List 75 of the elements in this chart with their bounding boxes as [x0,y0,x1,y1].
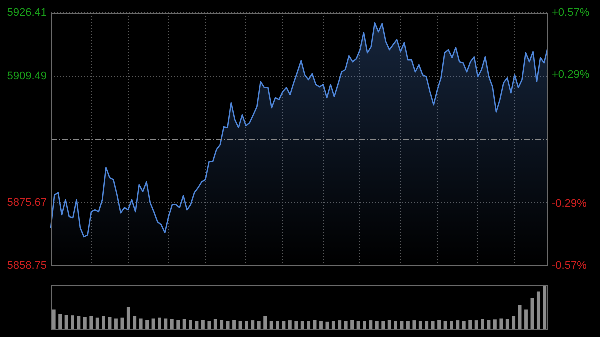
bar [406,321,410,330]
bar [524,310,528,330]
bar [388,320,392,330]
y2-tick-label: -0.57% [552,260,588,272]
bar [450,321,454,330]
bar [536,292,540,330]
bar [350,320,354,330]
bar [518,305,522,330]
bar [102,316,106,330]
bar [139,318,143,330]
bar [320,321,323,330]
bar [176,320,180,330]
bar [412,320,416,330]
bar [493,320,497,330]
bar [456,320,460,330]
bar [83,317,87,330]
bar [146,320,149,330]
bar [226,321,230,330]
bar [512,316,516,330]
bar [208,321,212,330]
bar [468,320,472,330]
bar [71,316,74,330]
bar [214,319,218,330]
bar [202,320,205,330]
bar [257,321,261,330]
bar [425,321,429,330]
bar [232,320,236,330]
bar [543,285,547,330]
bar [77,316,81,330]
y-tick-label: 5875.67 [7,196,47,209]
bar [506,319,510,330]
bar [164,318,168,330]
bar [264,316,268,330]
bar [382,321,386,330]
bar [300,321,304,330]
bar [294,321,298,330]
bar [158,318,162,330]
bar [438,320,441,330]
bar [189,320,192,330]
bar [52,310,56,330]
y-tick-label: 5858.75 [7,260,47,272]
bar [288,320,292,330]
bar [244,321,248,330]
bar [220,320,224,330]
bar [276,321,280,330]
bar [394,321,398,330]
y2-tick-label: +0.29% [552,69,590,82]
bar [431,321,435,330]
bar [375,321,379,330]
y-tick-label: 5909.49 [7,70,47,82]
bar [270,321,274,330]
bar [418,321,422,330]
y2-tick-label: +0.57% [552,7,590,20]
bar [369,320,373,330]
bar [481,319,484,330]
bar [120,318,124,330]
bar [114,318,118,330]
bar [338,320,342,330]
y-tick-label: 5926.41 [7,7,47,20]
y2-tick-label: -0.29% [552,198,588,210]
bar [332,321,336,330]
bar [307,321,311,330]
bar [133,316,137,330]
bar [251,320,255,330]
bar [90,316,94,330]
bar [363,321,366,330]
bar [462,321,466,330]
bar [500,318,504,330]
bar [474,320,478,330]
bar [344,321,348,330]
bar [58,314,62,330]
bar [96,318,100,330]
bar [170,319,174,330]
bar [182,319,186,330]
bar [126,308,130,330]
